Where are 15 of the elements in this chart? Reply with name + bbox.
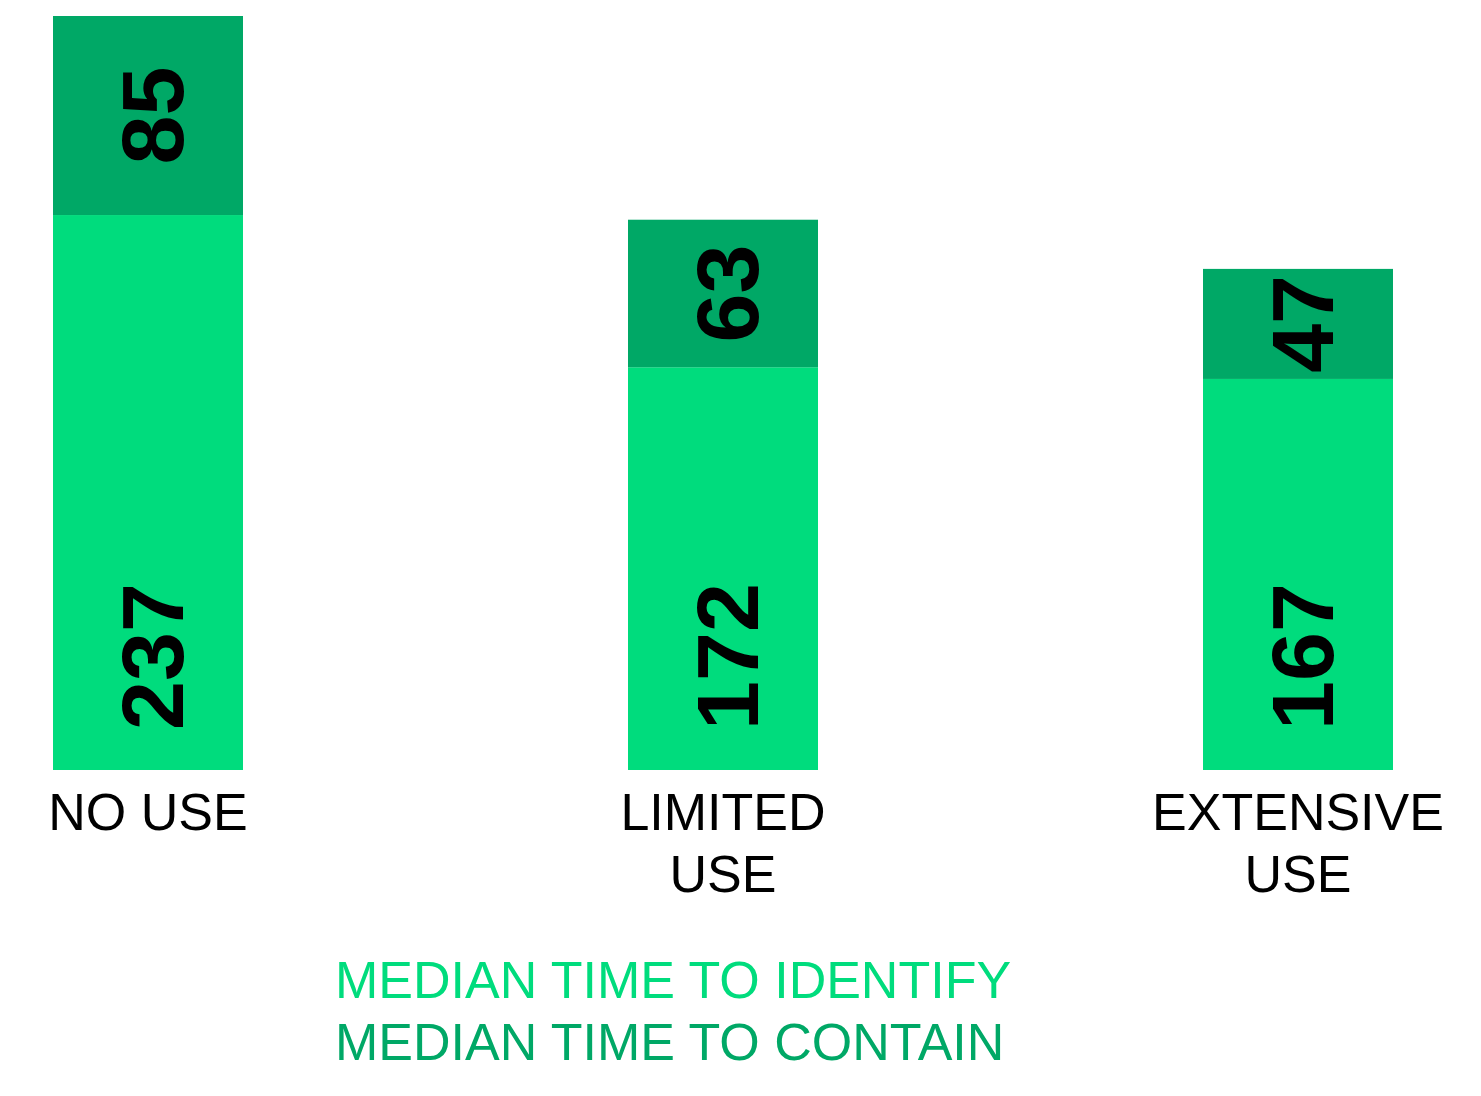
bar xyxy=(1203,378,1393,770)
x-tick-label: EXTENSIVE USE xyxy=(1152,783,1444,903)
data-label: 85 xyxy=(102,66,202,165)
bar xyxy=(53,16,243,216)
data-label: 167 xyxy=(1252,583,1352,730)
data-label: 237 xyxy=(102,583,202,730)
x-tick-label: LIMITED USE xyxy=(620,783,826,903)
text: MEDIAN TIME TO IDENTIFY xyxy=(335,951,1012,1009)
bar xyxy=(53,215,243,770)
x-tick-label: NO USE xyxy=(48,783,248,841)
data-label: 63 xyxy=(677,244,777,343)
data-label: 47 xyxy=(1252,274,1352,373)
text: MEDIAN TIME TO CONTAIN xyxy=(335,1013,1005,1071)
data-label: 172 xyxy=(677,583,777,730)
bar xyxy=(628,367,818,770)
